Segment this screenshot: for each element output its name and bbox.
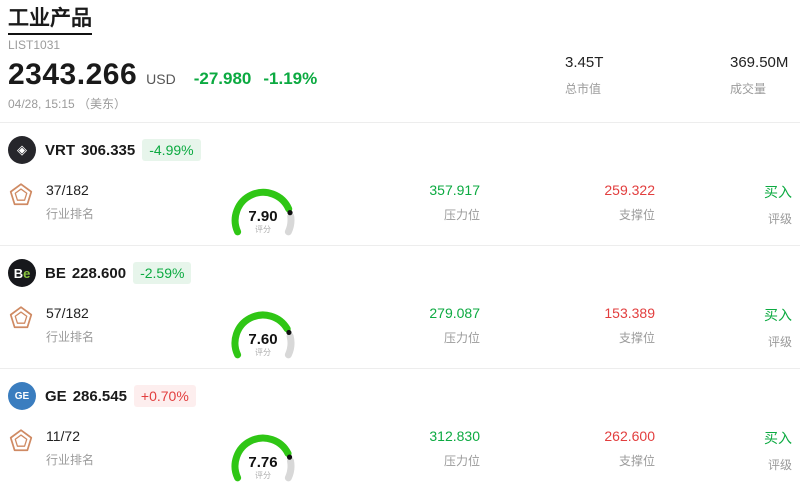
volume-label: 成交量 — [730, 82, 767, 96]
ticker-price: 306.335 — [81, 141, 136, 159]
ticker-price: 286.545 — [72, 387, 127, 405]
support-cell: 262.600 支撑位 — [480, 424, 655, 482]
score-gauge: 7.90 评分 — [223, 178, 303, 236]
resistance-cell: 279.087 压力位 — [318, 301, 480, 359]
stock-logo: GE — [8, 382, 36, 410]
index-price: 2343.266 — [8, 58, 138, 92]
metrics-row: 57/182 行业排名 7.60 评分 279.087 压力位 153.389 … — [8, 301, 792, 359]
gauge-arc — [231, 434, 295, 482]
rating-cell: 买入 评级 — [655, 424, 792, 482]
industry-rank-value: 37/182 — [46, 182, 89, 198]
stock-card: ◈ VRT 306.335 -4.99% 37/182 行业排名 — [0, 123, 800, 246]
rating-value[interactable]: 买入 — [764, 184, 792, 200]
support-cell: 153.389 支撑位 — [480, 301, 655, 359]
stock-card-list: ◈ VRT 306.335 -4.99% 37/182 行业排名 — [0, 123, 800, 488]
resistance-label: 压力位 — [443, 331, 480, 345]
metrics-row: 37/182 行业排名 7.90 评分 357.917 压力位 259.322 … — [8, 178, 792, 236]
score-value: 7.60 — [248, 331, 278, 348]
resistance-label: 压力位 — [443, 454, 480, 468]
industry-rank-value: 57/182 — [46, 305, 89, 321]
ticker-change-badge: +0.70% — [133, 385, 196, 407]
price-row: 2343.266 USD -27.980 -1.19% — [8, 58, 792, 92]
resistance-label: 压力位 — [443, 208, 480, 222]
pentagon-badge-icon — [8, 428, 34, 482]
industry-rank-value: 11/72 — [46, 428, 80, 444]
score-gauge-cell: 7.76 评分 — [208, 424, 318, 482]
rating-cell: 买入 评级 — [655, 301, 792, 359]
industry-rank-cell: 57/182 行业排名 — [8, 301, 208, 359]
resistance-value: 357.917 — [429, 182, 480, 198]
resistance-cell: 312.830 压力位 — [318, 424, 480, 482]
score-gauge: 7.60 评分 — [223, 301, 303, 359]
score-value: 7.90 — [248, 208, 278, 225]
support-label: 支撑位 — [618, 331, 655, 345]
industry-rank-cell: 37/182 行业排名 — [8, 178, 208, 236]
logo-text-accent: e — [23, 265, 31, 281]
industry-rank-cell: 11/72 行业排名 — [8, 424, 208, 482]
industry-rank-label: 行业排名 — [46, 207, 95, 221]
support-value: 259.322 — [604, 182, 655, 198]
index-change-amount: -27.980 — [193, 69, 252, 89]
rating-label: 评级 — [767, 458, 792, 472]
support-value: 153.389 — [604, 305, 655, 321]
support-label: 支撑位 — [618, 454, 655, 468]
index-change: -27.980 -1.19% — [194, 69, 318, 89]
gauge-arc — [231, 188, 295, 236]
stock-logo: ◈ — [8, 136, 36, 164]
page-title[interactable]: 工业产品 — [8, 6, 92, 36]
score-gauge-cell: 7.60 评分 — [208, 301, 318, 359]
industry-rank-label: 行业排名 — [46, 330, 95, 344]
resistance-value: 279.087 — [429, 305, 480, 321]
pentagon-badge-icon — [8, 182, 34, 236]
score-label: 评分 — [255, 348, 271, 357]
support-label: 支撑位 — [618, 208, 655, 222]
ticker-change-badge: -4.99% — [142, 139, 201, 161]
logo-text: GE — [14, 390, 30, 402]
support-cell: 259.322 支撑位 — [480, 178, 655, 236]
score-value: 7.76 — [248, 454, 278, 471]
market-cap-label: 总市值 — [565, 82, 602, 96]
resistance-value: 312.830 — [429, 428, 480, 444]
logo-text: ◈ — [17, 142, 27, 157]
ticker-row[interactable]: GE GE 286.545 +0.70% — [8, 382, 792, 410]
rating-value[interactable]: 买入 — [764, 307, 792, 323]
stock-card: GE GE 286.545 +0.70% 11/72 行业排名 — [0, 369, 800, 488]
score-gauge-cell: 7.90 评分 — [208, 178, 318, 236]
volume-stat: 369.50M 成交量 — [730, 54, 788, 97]
score-label: 评分 — [255, 225, 271, 234]
rating-label: 评级 — [767, 212, 792, 226]
ticker-change-badge: -2.59% — [133, 262, 192, 284]
ticker-price: 228.600 — [71, 264, 127, 282]
industry-rank-label: 行业排名 — [46, 453, 95, 467]
index-change-percent: -1.19% — [263, 69, 318, 89]
pentagon-badge-icon — [8, 305, 34, 359]
rating-label: 评级 — [767, 335, 792, 349]
score-gauge: 7.76 评分 — [223, 424, 303, 482]
rating-value[interactable]: 买入 — [764, 430, 792, 446]
page-header: 工业产品 LIST1031 2343.266 USD -27.980 -1.19… — [0, 0, 800, 123]
logo-text: B — [13, 265, 24, 281]
gauge-arc — [231, 311, 295, 359]
ticker-row[interactable]: ◈ VRT 306.335 -4.99% — [8, 136, 792, 164]
support-value: 262.600 — [604, 428, 655, 444]
market-cap-stat: 3.45T 总市值 — [565, 54, 603, 97]
rating-cell: 买入 评级 — [655, 178, 792, 236]
quote-timestamp: 04/28, 15:15 （美东） — [8, 97, 127, 112]
ticker-symbol: GE — [45, 387, 67, 405]
volume-value: 369.50M — [730, 54, 789, 71]
resistance-cell: 357.917 压力位 — [318, 178, 480, 236]
market-cap-value: 3.45T — [565, 54, 604, 71]
list-id: LIST1031 — [8, 38, 61, 53]
ticker-symbol: BE — [45, 264, 66, 282]
metrics-row: 11/72 行业排名 7.76 评分 312.830 压力位 262.600 支… — [8, 424, 792, 482]
currency-label: USD — [146, 71, 176, 88]
ticker-symbol: VRT — [45, 141, 75, 159]
score-label: 评分 — [255, 471, 271, 480]
